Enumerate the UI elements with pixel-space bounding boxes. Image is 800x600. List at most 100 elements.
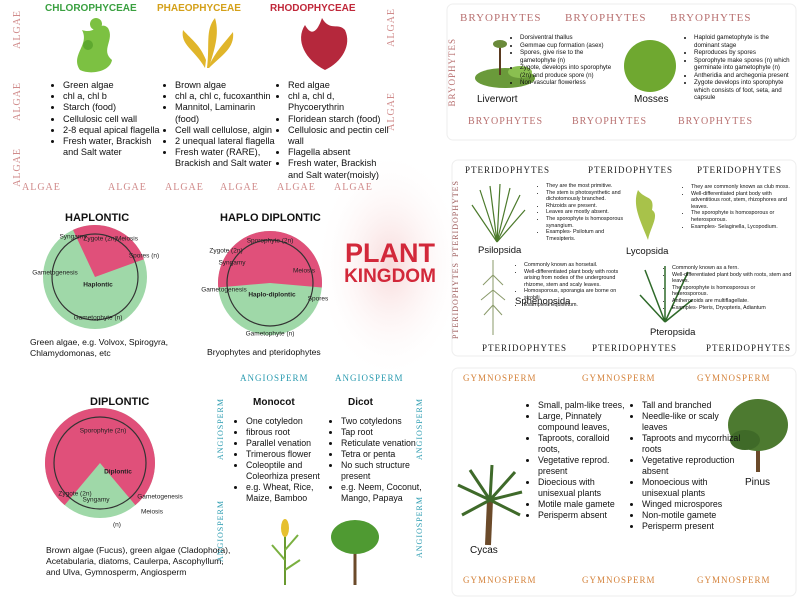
trait: Cellulosic cell wall (63, 114, 168, 125)
trait-list: Red algaechl a, chl d, PhycoerythrinFlor… (278, 80, 393, 181)
cycle-title: DIPLONTIC (90, 396, 150, 408)
section-banner: ALGAE (12, 82, 23, 121)
cycle-label: Sporophyte (2n) (247, 238, 294, 245)
group-name: Pteropsida (650, 327, 696, 338)
trait: They are commonly known as club moss. (691, 184, 793, 191)
panel (451, 159, 797, 357)
section-banner: ANGIOSPERM (216, 500, 225, 563)
cycle-label: Zygote (2n) (58, 491, 91, 498)
monocot-image (271, 519, 301, 585)
section-banner: ALGAE (22, 182, 61, 193)
trait: The sporophyte is homosporous synangium. (546, 216, 630, 229)
pinus-image (728, 399, 788, 472)
cycle-label: Syngamy (82, 497, 110, 504)
trait-list: Haploid gametophyte is the dominant stag… (684, 34, 794, 102)
bullets: Commonly known as horsetail.Well-differe… (514, 262, 630, 308)
section-banner: PTERIDOPHYTES (482, 343, 568, 353)
trait: Tetra or penta (341, 449, 426, 460)
bullets: Small, palm-like trees,Large, Pinnately … (528, 400, 625, 521)
trait: Perisperm present (642, 521, 742, 532)
section-banner: BRYOPHYTES (670, 12, 752, 24)
section-banner: ALGAE (12, 10, 23, 49)
bullets: Commonly known as a fern.Well-differenti… (662, 265, 792, 311)
trait: Flagella absent (288, 147, 393, 158)
trait: Monoecious with unisexual plants (642, 477, 742, 499)
trait-list: Commonly known as a fern.Well-differenti… (662, 265, 792, 311)
class-name: PHAEOPHYCEAE (157, 3, 241, 14)
trait: Taproots, coralloid roots, (538, 433, 625, 455)
trait: No such structure present (341, 460, 426, 482)
trait-list: Dorsiventral thallusGemmae cup formation… (510, 34, 620, 87)
cycle-label: Haplontic (83, 282, 113, 289)
trait: Examples- Psilotum and Tmesipteris. (546, 229, 630, 242)
trait: Parallel venation (246, 438, 331, 449)
cycle-caption: Green algae, e.g. Volvox, Spirogyra, Chl… (30, 337, 169, 358)
trait-list: One cotyledonfibrous rootParallel venati… (236, 416, 331, 504)
sporophyte-phase (44, 408, 155, 506)
trait: Taproots and mycorrhizal roots (642, 433, 742, 455)
cycle-arrow (53, 416, 147, 510)
trait: Dorsiventral thallus (520, 34, 620, 42)
trait: Cellulosic and pectin cell wall (288, 125, 393, 147)
trait: Trimerous flower (246, 449, 331, 460)
section-banner: ALGAE (165, 182, 204, 193)
section-banner: BRYOPHYTES (678, 116, 754, 127)
trait: Dioecious with unisexual plants (538, 477, 625, 499)
center-glow (315, 150, 465, 380)
section-banner: ANGIOSPERM (240, 373, 309, 383)
section-banner: BRYOPHYTES (565, 12, 647, 24)
trait-list: Brown algaechl a, chl c, fucoxanthinMann… (165, 80, 280, 170)
group-name: Sphenopsida (515, 296, 571, 307)
bullets: Dorsiventral thallusGemmae cup formation… (510, 34, 620, 87)
trait: Haploid gametophyte is the dominant stag… (694, 34, 794, 49)
group-name: Pinus (745, 477, 771, 488)
cycle-label: Gametophyte (n) (74, 315, 123, 322)
bullets: Brown algaechl a, chl c, fucoxanthinMann… (165, 80, 280, 170)
trait-list: Commonly known as horsetail.Well-differe… (514, 262, 630, 308)
trait: Motile male gamete (538, 499, 625, 510)
sporophyte-phase (73, 224, 144, 277)
section-banner: ALGAE (108, 182, 147, 193)
sphenopsida-image (480, 260, 506, 335)
section-banner: PTERIDOPHYTES (465, 165, 551, 175)
section-banner: GYMNOSPERM (463, 373, 537, 383)
section-banner: PTERIDOPHYTES (592, 343, 678, 353)
section-banner: GYMNOSPERM (582, 575, 656, 585)
trait: Fresh water (RARE), Brackish and Salt wa… (175, 147, 280, 169)
bullets: One cotyledonfibrous rootParallel venati… (236, 416, 331, 504)
cycle-arrow (226, 239, 314, 327)
cycle-label: Zygote (2n) (209, 248, 242, 255)
cycle-label: Gametophyte (n) (246, 331, 295, 338)
group-name: Psilopsida (478, 245, 522, 256)
trait: Fresh water, Brackish and Salt water(moi… (288, 158, 393, 180)
trait: Homosporous, sporangia are borne on stro… (524, 288, 630, 301)
cycle-label: Sporophyte (2n) (80, 428, 127, 435)
cycle-caption: Brown algae (Fucus), green algae (Cladop… (46, 545, 231, 577)
section-banner: GYMNOSPERM (697, 575, 771, 585)
trait: Well-differentiated plant body with root… (672, 272, 792, 285)
trait-list: Small, palm-like trees,Large, Pinnately … (528, 400, 625, 521)
cycas-image (457, 464, 523, 546)
cycle-label: (n) (113, 522, 121, 529)
cycle-label: Zygote (2n) (83, 236, 116, 243)
trait: Perisperm absent (538, 510, 625, 521)
trait: Zygote, develops into sporophyte (2n) an… (520, 64, 620, 79)
trait: Reproduces by spores (694, 49, 794, 57)
trait: Vegetative reprod. present (538, 455, 625, 477)
section-banner: BRYOPHYTES (460, 12, 542, 24)
trait-list: Green algaechl a, chl bStarch (food)Cell… (53, 80, 168, 158)
group-name: Mosses (634, 94, 669, 105)
section-banner: ANGIOSPERM (216, 398, 225, 461)
dicot-image (331, 520, 379, 585)
trait: Mannitol, Laminarin (food) (175, 102, 280, 124)
section-banner: PTERIDOPHYTES (697, 165, 783, 175)
trait: Examples- Equisetum. (524, 302, 630, 309)
trait: chl a, chl d, Phycoerythrin (288, 91, 393, 113)
section-banner: PTERIDOPHYTES (451, 262, 460, 340)
trait: Sporophyte make spores (n) which germina… (694, 57, 794, 72)
trait: Tap root (341, 427, 426, 438)
section-banner: GYMNOSPERM (697, 373, 771, 383)
title: PLANT (345, 238, 435, 268)
trait: Well-differentiated plant body with adve… (691, 191, 793, 211)
